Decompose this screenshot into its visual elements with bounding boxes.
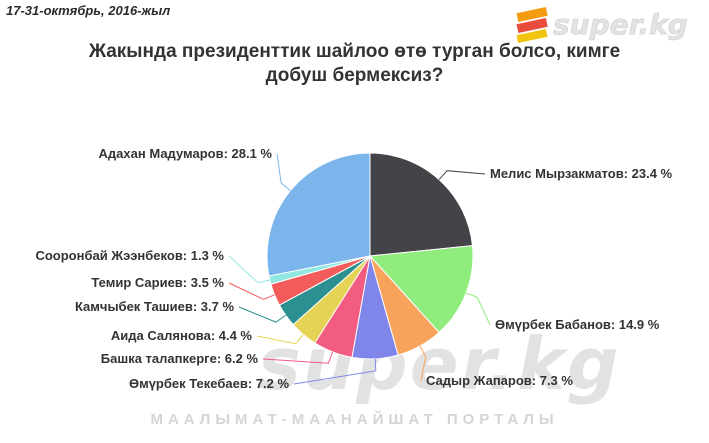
logo-text: super.kg (553, 8, 688, 41)
slice-label: Башка талапкерге: 6.2 % (101, 351, 259, 366)
slice-label: Сооронбай Жээнбеков: 1.3 % (35, 248, 224, 263)
pie-slice[interactable] (368, 245, 474, 334)
chart-title-line-1: Жакында президенттик шайлоо өтө турган б… (88, 41, 621, 62)
slice-label: Садыр Жапаров: 7.3 % (426, 373, 573, 388)
slice-connector (228, 282, 275, 300)
slice-connector (419, 345, 427, 382)
pie-slice[interactable] (266, 152, 371, 277)
super-kg-logo: super.kg (516, 6, 688, 44)
slice-label: Камчыбек Ташиев: 3.7 % (75, 299, 234, 314)
chart-title: Жакында президенттик шайлоо өтө турган б… (0, 40, 709, 88)
slice-label: Аида Салянова: 4.4 % (111, 328, 253, 343)
slice-connector (465, 292, 491, 326)
slice-connector (262, 351, 334, 364)
slice-connector (438, 170, 486, 180)
slice-connector (228, 255, 270, 284)
watermark-tagline: МААЛЫМАТ-МААНАЙШАТ ПОРТАЛЫ (150, 411, 559, 428)
slice-label: Адахан Мадумаров: 28.1 % (99, 146, 273, 161)
survey-date: 17-31-октябрь, 2016-жыл (6, 3, 171, 18)
slice-connector (238, 306, 287, 323)
slice-label: Өмүрбек Бабанов: 14.9 % (495, 317, 660, 332)
chart-title-line-2: добуш бермексиз? (265, 65, 444, 86)
slice-connector (256, 334, 304, 345)
slice-connector (293, 358, 377, 385)
slice-label: Өмүрбек Текебаев: 7.2 % (129, 376, 289, 391)
slice-label: Темир Сариев: 3.5 % (91, 275, 224, 290)
pie-slice[interactable] (369, 152, 474, 257)
slice-connector (276, 153, 291, 191)
slice-label: Мелис Мырзакматов: 23.4 % (490, 166, 673, 181)
logo-mark-icon (516, 6, 548, 44)
